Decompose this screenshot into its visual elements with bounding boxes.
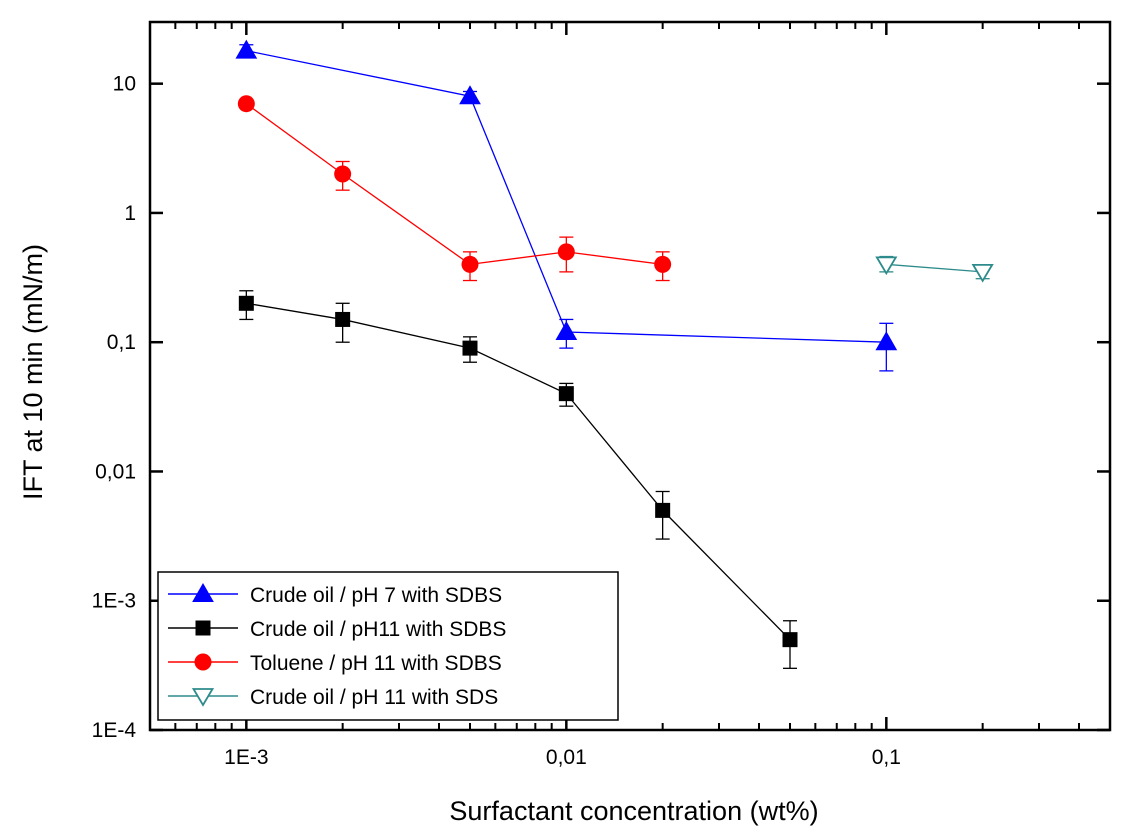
data-point — [459, 85, 481, 105]
data-point — [655, 502, 671, 518]
data-point — [557, 243, 575, 261]
series-line — [886, 263, 983, 273]
legend: Crude oil / pH 7 with SDBS Crude oil / pH… — [157, 571, 619, 721]
y-tick-label: 0,1 — [107, 331, 136, 354]
series-line — [246, 302, 791, 641]
y-tick-labels: 10 1 0,1 0,01 1E-3 1E-4 — [92, 73, 137, 742]
series-3 — [237, 95, 672, 282]
series-1 — [235, 39, 898, 372]
legend-entry-label: Toluene / pH 11 with SDBS — [250, 652, 502, 675]
x-axis-title: Surfactant concentration (wt%) — [449, 796, 818, 826]
x-tick-labels: 1E-3 0,01 0,1 — [224, 746, 901, 769]
data-point — [782, 632, 798, 648]
data-point — [238, 295, 254, 311]
legend-marker — [195, 620, 211, 636]
series-line — [246, 50, 887, 343]
data-point — [971, 263, 994, 283]
series-4 — [875, 255, 994, 283]
data-point — [875, 331, 898, 351]
y-axis-title: IFT at 10 min (mN/m) — [18, 244, 48, 500]
data-point — [237, 95, 255, 113]
data-point — [462, 340, 478, 356]
x-tick-label: 0,01 — [546, 746, 587, 769]
x-tick-label: 1E-3 — [224, 746, 268, 769]
plot-frame — [148, 20, 1112, 732]
legend-marker — [192, 582, 214, 602]
data-point — [335, 311, 351, 327]
y-tick-label: 1 — [124, 202, 136, 225]
legend-entry-label: Crude oil / pH 11 with SDS — [250, 686, 498, 709]
data-point — [235, 39, 258, 59]
legend-entry-label: Crude oil / pH 7 with SDBS — [250, 584, 502, 607]
major-ticks — [150, 22, 1110, 732]
legend-marker — [194, 653, 212, 671]
data-point — [654, 255, 672, 273]
y-tick-label: 1E-3 — [92, 590, 136, 613]
y-tick-label: 0,01 — [95, 460, 136, 483]
series-2 — [238, 290, 798, 669]
data-point — [334, 165, 352, 183]
y-tick-label: 10 — [113, 73, 136, 96]
legend-entry-label: Crude oil / pH11 with SDBS — [250, 618, 506, 641]
legend-marker — [191, 688, 215, 707]
minor-ticks — [174, 22, 1080, 730]
data-point — [555, 320, 578, 340]
plot-border — [148, 20, 1112, 732]
series-layer — [235, 39, 994, 669]
x-tick-label: 0,1 — [872, 746, 901, 769]
data-point — [875, 256, 898, 276]
data-point — [461, 255, 479, 273]
y-tick-label: 1E-4 — [92, 719, 137, 742]
data-point — [558, 386, 574, 402]
